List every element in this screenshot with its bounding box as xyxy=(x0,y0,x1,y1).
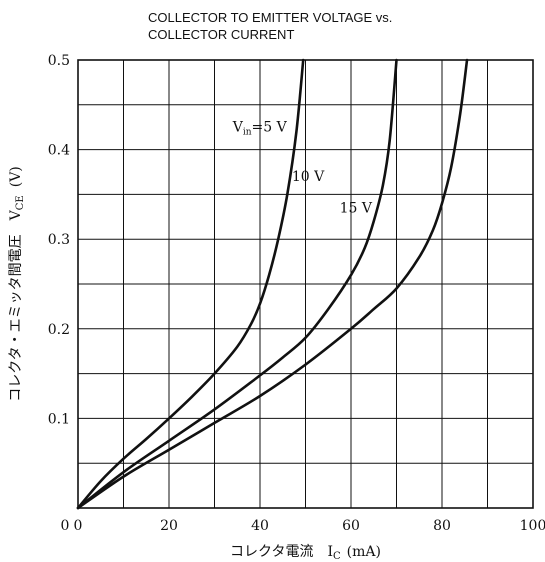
series-line-3 xyxy=(76,58,469,510)
x-axis-ticks: 0 20 40 60 80 100 xyxy=(74,518,545,534)
series-line-1 xyxy=(76,58,305,510)
origin-label: 0 xyxy=(61,518,70,534)
y-axis-label-text: コレクタ・エミッタ間電圧 V xyxy=(8,209,24,401)
y-axis-label-subscript: CE xyxy=(15,195,26,210)
chart-title-line-2: COLLECTOR CURRENT xyxy=(148,27,294,42)
x-tick-label: 100 xyxy=(520,518,545,534)
curves xyxy=(76,58,469,510)
x-tick-label: 20 xyxy=(160,518,178,534)
x-axis-label-text: コレクタ電流 I xyxy=(230,544,333,560)
x-axis-label-subscript: C xyxy=(333,551,341,562)
y-axis-label-unit: (V) xyxy=(8,166,24,187)
series-label-2: 10 V xyxy=(292,169,325,185)
series-labels: Vin=5 V 10 V 15 V xyxy=(232,120,373,217)
y-tick-label: 0.4 xyxy=(48,143,70,159)
x-tick-label: 40 xyxy=(251,518,269,534)
grid xyxy=(78,60,533,508)
plot-frame xyxy=(77,59,534,509)
y-tick-label: 0.2 xyxy=(48,322,70,338)
series-label-main: 10 V xyxy=(292,169,325,185)
series-label-subscript: in xyxy=(243,128,252,138)
x-axis-label: コレクタ電流 IC (mA) xyxy=(230,544,381,562)
series-label-3: 15 V xyxy=(340,200,373,216)
x-tick-label: 80 xyxy=(433,518,451,534)
series-label-1: Vin=5 V xyxy=(232,120,288,138)
y-axis-ticks: 0.1 0.2 0.3 0.4 0.5 xyxy=(48,53,70,427)
y-tick-label: 0.5 xyxy=(48,53,70,69)
y-tick-label: 0.1 xyxy=(48,411,70,427)
x-tick-label: 0 xyxy=(74,518,83,534)
x-tick-label: 60 xyxy=(342,518,360,534)
series-label-main: 15 V xyxy=(340,200,373,216)
series-line-2 xyxy=(76,58,398,510)
y-axis-label: コレクタ・エミッタ間電圧 VCE (V) xyxy=(8,166,26,402)
series-label-main: V xyxy=(232,120,244,136)
x-axis-label-unit: (mA) xyxy=(347,544,381,560)
chart-title-line-1: COLLECTOR TO EMITTER VOLTAGE vs. xyxy=(148,10,392,25)
y-tick-label: 0.3 xyxy=(48,232,70,248)
series-label-value: =5 V xyxy=(252,120,288,136)
